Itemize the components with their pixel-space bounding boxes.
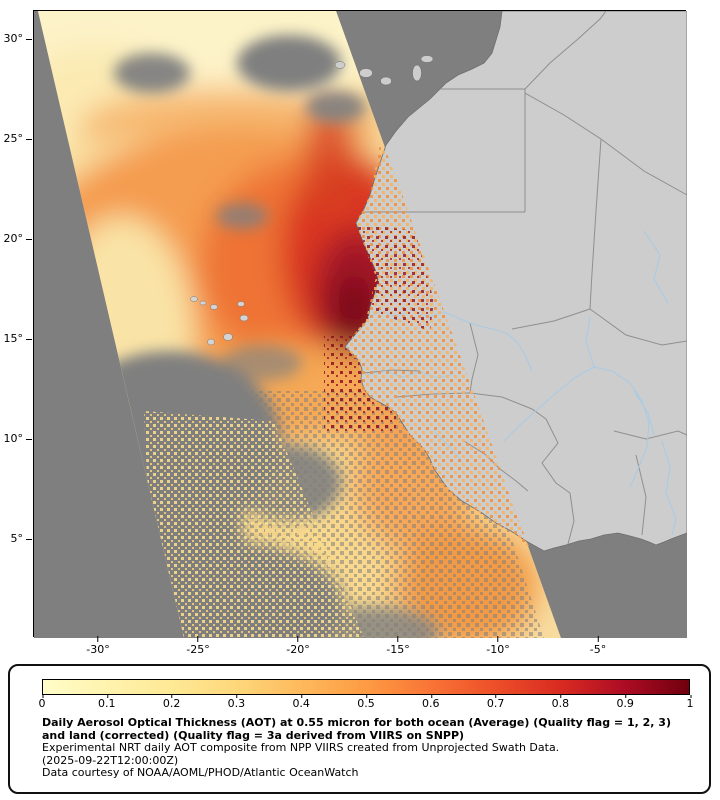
- country-borders: [363, 11, 687, 545]
- lat-tick-label: 25°: [3, 132, 24, 145]
- colorbar: [42, 679, 690, 695]
- tick-mark: [26, 538, 32, 540]
- legend-panel: 0 0.1 0.2 0.3 0.4 0.5 0.6 0.7 0.8 0.9 1 …: [8, 664, 711, 794]
- lat-tick-label: 5°: [10, 532, 24, 545]
- tick-mark: [26, 438, 32, 440]
- map-plot: 30° 25° 20° 15° 10° 5° -30° -25° -20° -1…: [4, 10, 687, 656]
- map-canvas: [34, 11, 687, 638]
- lat-tick-label: 10°: [3, 432, 24, 445]
- lon-tick-m10: -10°: [486, 636, 510, 656]
- lon-tick-m20: -20°: [286, 636, 310, 656]
- tick-mark: [26, 38, 32, 40]
- colorbar-tick: 0: [38, 695, 46, 710]
- colorbar-tick: 0.7: [486, 695, 505, 710]
- land-aot-speckles: [346, 144, 530, 549]
- colorbar-tick: 0.2: [162, 695, 181, 710]
- tick-mark: [26, 138, 32, 140]
- tick-mark: [97, 636, 99, 642]
- tick-mark: [197, 636, 199, 642]
- caption-timestamp: (2025-09-22T12:00:00Z): [42, 753, 179, 767]
- caption-block: Daily Aerosol Optical Thickness (AOT) at…: [42, 716, 694, 780]
- lon-tick-label: -10°: [486, 643, 510, 656]
- tick-mark: [597, 636, 599, 642]
- lat-tick-30: 30°: [0, 33, 32, 45]
- tick-mark: [497, 636, 499, 642]
- tick-mark: [297, 636, 299, 642]
- colorbar-tick: 0.5: [357, 695, 375, 710]
- colorbar-tick: 1: [686, 695, 694, 710]
- lat-tick-20: 20°: [0, 233, 32, 245]
- lat-tick-label: 30°: [3, 32, 24, 45]
- tick-mark: [26, 238, 32, 240]
- lon-tick-m5: -5°: [590, 636, 606, 656]
- lat-tick-5: 5°: [0, 533, 32, 545]
- tick-mark: [397, 636, 399, 642]
- colorbar-tick: 0.1: [98, 695, 116, 710]
- colorbar-area: 0 0.1 0.2 0.3 0.4 0.5 0.6 0.7 0.8 0.9 1: [38, 679, 694, 712]
- lat-tick-10: 10°: [0, 433, 32, 445]
- lon-tick-label: -15°: [386, 643, 410, 656]
- caption-credit: Data courtesy of NOAA/AOML/PHOD/Atlantic…: [42, 766, 359, 779]
- lon-tick-label: -30°: [86, 643, 110, 656]
- colorbar-tick: 0.4: [292, 695, 310, 710]
- colorbar-tick: 0.6: [422, 695, 440, 710]
- lon-tick-label: -20°: [286, 643, 310, 656]
- caption-subtitle: Experimental NRT daily AOT composite fro…: [42, 741, 560, 754]
- lon-tick-m30: -30°: [86, 636, 110, 656]
- colorbar-tick: 0.8: [551, 695, 570, 710]
- lat-tick-25: 25°: [0, 133, 32, 145]
- lat-tick-label: 20°: [3, 232, 24, 245]
- caption-title: Daily Aerosol Optical Thickness (AOT) at…: [42, 716, 671, 742]
- lat-tick-15: 15°: [0, 333, 32, 345]
- tick-mark: [26, 338, 32, 340]
- lon-tick-m25: -25°: [186, 636, 210, 656]
- lon-tick-label: -25°: [186, 643, 210, 656]
- colorbar-tick: 0.9: [616, 695, 634, 710]
- colorbar-tick-labels: 0 0.1 0.2 0.3 0.4 0.5 0.6 0.7 0.8 0.9 1: [38, 695, 694, 712]
- canary-islands: [334, 55, 434, 86]
- lat-tick-label: 15°: [3, 332, 24, 345]
- lon-tick-m15: -15°: [386, 636, 410, 656]
- lon-tick-label: -5°: [589, 643, 607, 656]
- colorbar-tick: 0.3: [227, 695, 246, 710]
- cape-verde-islands: [190, 296, 249, 346]
